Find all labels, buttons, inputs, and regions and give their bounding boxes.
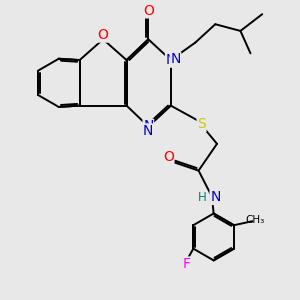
Text: N: N bbox=[209, 190, 220, 204]
Text: H: H bbox=[198, 191, 207, 204]
Text: N: N bbox=[166, 53, 176, 67]
Text: N: N bbox=[170, 52, 181, 66]
Text: O: O bbox=[144, 4, 154, 18]
Text: N: N bbox=[143, 119, 154, 134]
Text: H: H bbox=[198, 191, 207, 204]
Text: CH₃: CH₃ bbox=[245, 214, 265, 224]
Text: N: N bbox=[142, 124, 153, 138]
Text: F: F bbox=[183, 257, 190, 271]
Text: N: N bbox=[142, 124, 153, 138]
Text: O: O bbox=[144, 4, 154, 18]
Text: S: S bbox=[197, 117, 206, 131]
Text: O: O bbox=[97, 28, 108, 42]
Text: F: F bbox=[183, 257, 190, 271]
Text: O: O bbox=[162, 151, 173, 164]
Text: N: N bbox=[169, 53, 180, 67]
Text: S: S bbox=[196, 117, 205, 131]
Text: O: O bbox=[97, 28, 108, 42]
Text: O: O bbox=[163, 150, 174, 164]
Text: N: N bbox=[210, 190, 220, 204]
